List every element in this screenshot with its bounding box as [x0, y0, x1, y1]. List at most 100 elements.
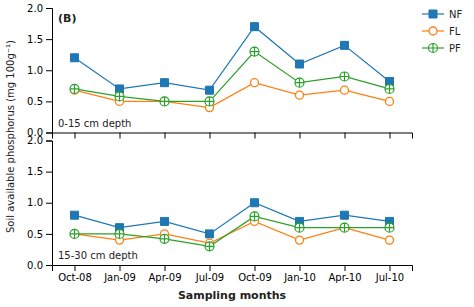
series-line — [75, 83, 390, 108]
y-axis-line — [46, 9, 53, 134]
x-tick-mark — [75, 265, 76, 271]
x-tick: Jan-09 — [103, 265, 136, 283]
x-axis-line — [53, 266, 413, 272]
y-tick-mark — [46, 203, 52, 204]
x-tick-mark — [345, 265, 346, 271]
marker — [251, 199, 259, 207]
marker — [70, 229, 79, 238]
x-tick-label: Jul-10 — [375, 272, 404, 283]
x-tick-mark — [345, 133, 346, 139]
x-tick-mark — [120, 265, 121, 271]
x-tick — [120, 133, 121, 139]
annotation: (B) — [58, 12, 76, 25]
y-tick: 1.5 — [27, 166, 52, 177]
legend-label: FL — [449, 26, 461, 37]
series-line — [75, 52, 390, 102]
y-axis-line — [46, 141, 53, 266]
y-axis: 0.00.51.01.52.0 — [27, 135, 52, 271]
legend-item: FL — [422, 26, 461, 37]
y-axis: 0.00.51.01.52.0 — [27, 3, 52, 139]
x-tick-label: Jul-09 — [195, 272, 224, 283]
marker — [160, 97, 169, 106]
x-tick-mark — [300, 265, 301, 271]
x-tick-label: Oct-09 — [238, 272, 272, 283]
marker — [250, 47, 259, 56]
marker — [340, 72, 349, 81]
x-tick — [210, 133, 211, 139]
x-tick: Oct-08 — [58, 265, 92, 283]
y-tick-label: 1.0 — [27, 65, 43, 76]
x-tick-mark — [300, 133, 301, 139]
x-tick-mark — [210, 133, 211, 139]
marker — [386, 236, 394, 244]
y-tick-label: 2.0 — [27, 3, 43, 14]
marker — [70, 84, 79, 93]
marker — [386, 97, 394, 105]
legend-marker — [429, 27, 437, 35]
x-tick — [165, 133, 166, 139]
x-axis: Oct-08Jan-09Apr-09Jul-09Oct-09Jan-10Apr-… — [53, 265, 413, 283]
y-tick: 2.0 — [27, 3, 52, 14]
x-tick-mark — [120, 133, 121, 139]
x-tick-label: Apr-09 — [149, 272, 182, 283]
annotation: 0-15 cm depth — [58, 118, 131, 129]
marker — [296, 91, 304, 99]
y-tick-mark — [46, 172, 52, 173]
x-tick — [390, 133, 391, 139]
plot-area — [70, 199, 394, 251]
x-tick — [255, 133, 256, 139]
marker — [385, 84, 394, 93]
y-tick: 2.0 — [27, 135, 52, 146]
x-tick-mark — [165, 133, 166, 139]
marker — [71, 211, 79, 219]
y-tick-mark — [46, 39, 52, 40]
series — [70, 47, 394, 106]
marker — [205, 97, 214, 106]
y-tick-mark — [46, 101, 52, 102]
y-tick-label: 1.5 — [27, 166, 43, 177]
x-tick-mark — [255, 265, 256, 271]
panel: 0.00.51.01.52.0Oct-08Jan-09Apr-09Jul-09O… — [27, 135, 412, 283]
marker — [206, 86, 214, 94]
x-axis — [53, 133, 413, 139]
y-tick: 0.5 — [27, 96, 52, 107]
x-tick: Oct-09 — [238, 265, 272, 283]
x-tick-mark — [390, 133, 391, 139]
marker — [251, 23, 259, 31]
chart: 0.0 0.5 1.0 1.5 2.0 (B) 0-15 cm depth NF FL PF Soi… — [0, 0, 474, 307]
x-tick-label: Jan-09 — [103, 272, 136, 283]
marker — [296, 60, 304, 68]
x-tick — [75, 133, 76, 139]
marker — [250, 212, 259, 221]
y-tick: 1.5 — [27, 34, 52, 45]
y-axis-title: Soil available phosphorus (mg 100g⁻¹) — [5, 40, 16, 233]
marker — [160, 234, 169, 243]
x-tick: Jul-10 — [375, 265, 404, 283]
series — [70, 212, 394, 251]
y-tick-label: 1.5 — [27, 34, 43, 45]
x-tick: Jul-09 — [195, 265, 224, 283]
legend-item: NF — [422, 9, 462, 20]
y-tick-mark — [46, 234, 52, 235]
legend-label: PF — [449, 43, 461, 54]
series-line — [75, 203, 390, 234]
marker — [295, 223, 304, 232]
x-axis-title: Sampling months — [178, 289, 287, 302]
y-tick: 0.0 — [27, 260, 52, 271]
marker — [161, 79, 169, 87]
y-tick-mark — [46, 141, 52, 142]
legend-label: NF — [449, 9, 462, 20]
marker — [115, 92, 124, 101]
x-tick — [300, 133, 301, 139]
series-line — [75, 216, 390, 246]
y-tick-mark — [46, 265, 52, 266]
y-tick: 1.0 — [27, 65, 52, 76]
x-tick-mark — [75, 133, 76, 139]
x-tick: Apr-09 — [149, 265, 182, 283]
series — [71, 23, 394, 94]
marker — [205, 242, 214, 251]
y-tick-mark — [46, 8, 52, 9]
marker — [341, 86, 349, 94]
marker — [71, 54, 79, 62]
y-tick-label: 0.5 — [27, 229, 43, 240]
